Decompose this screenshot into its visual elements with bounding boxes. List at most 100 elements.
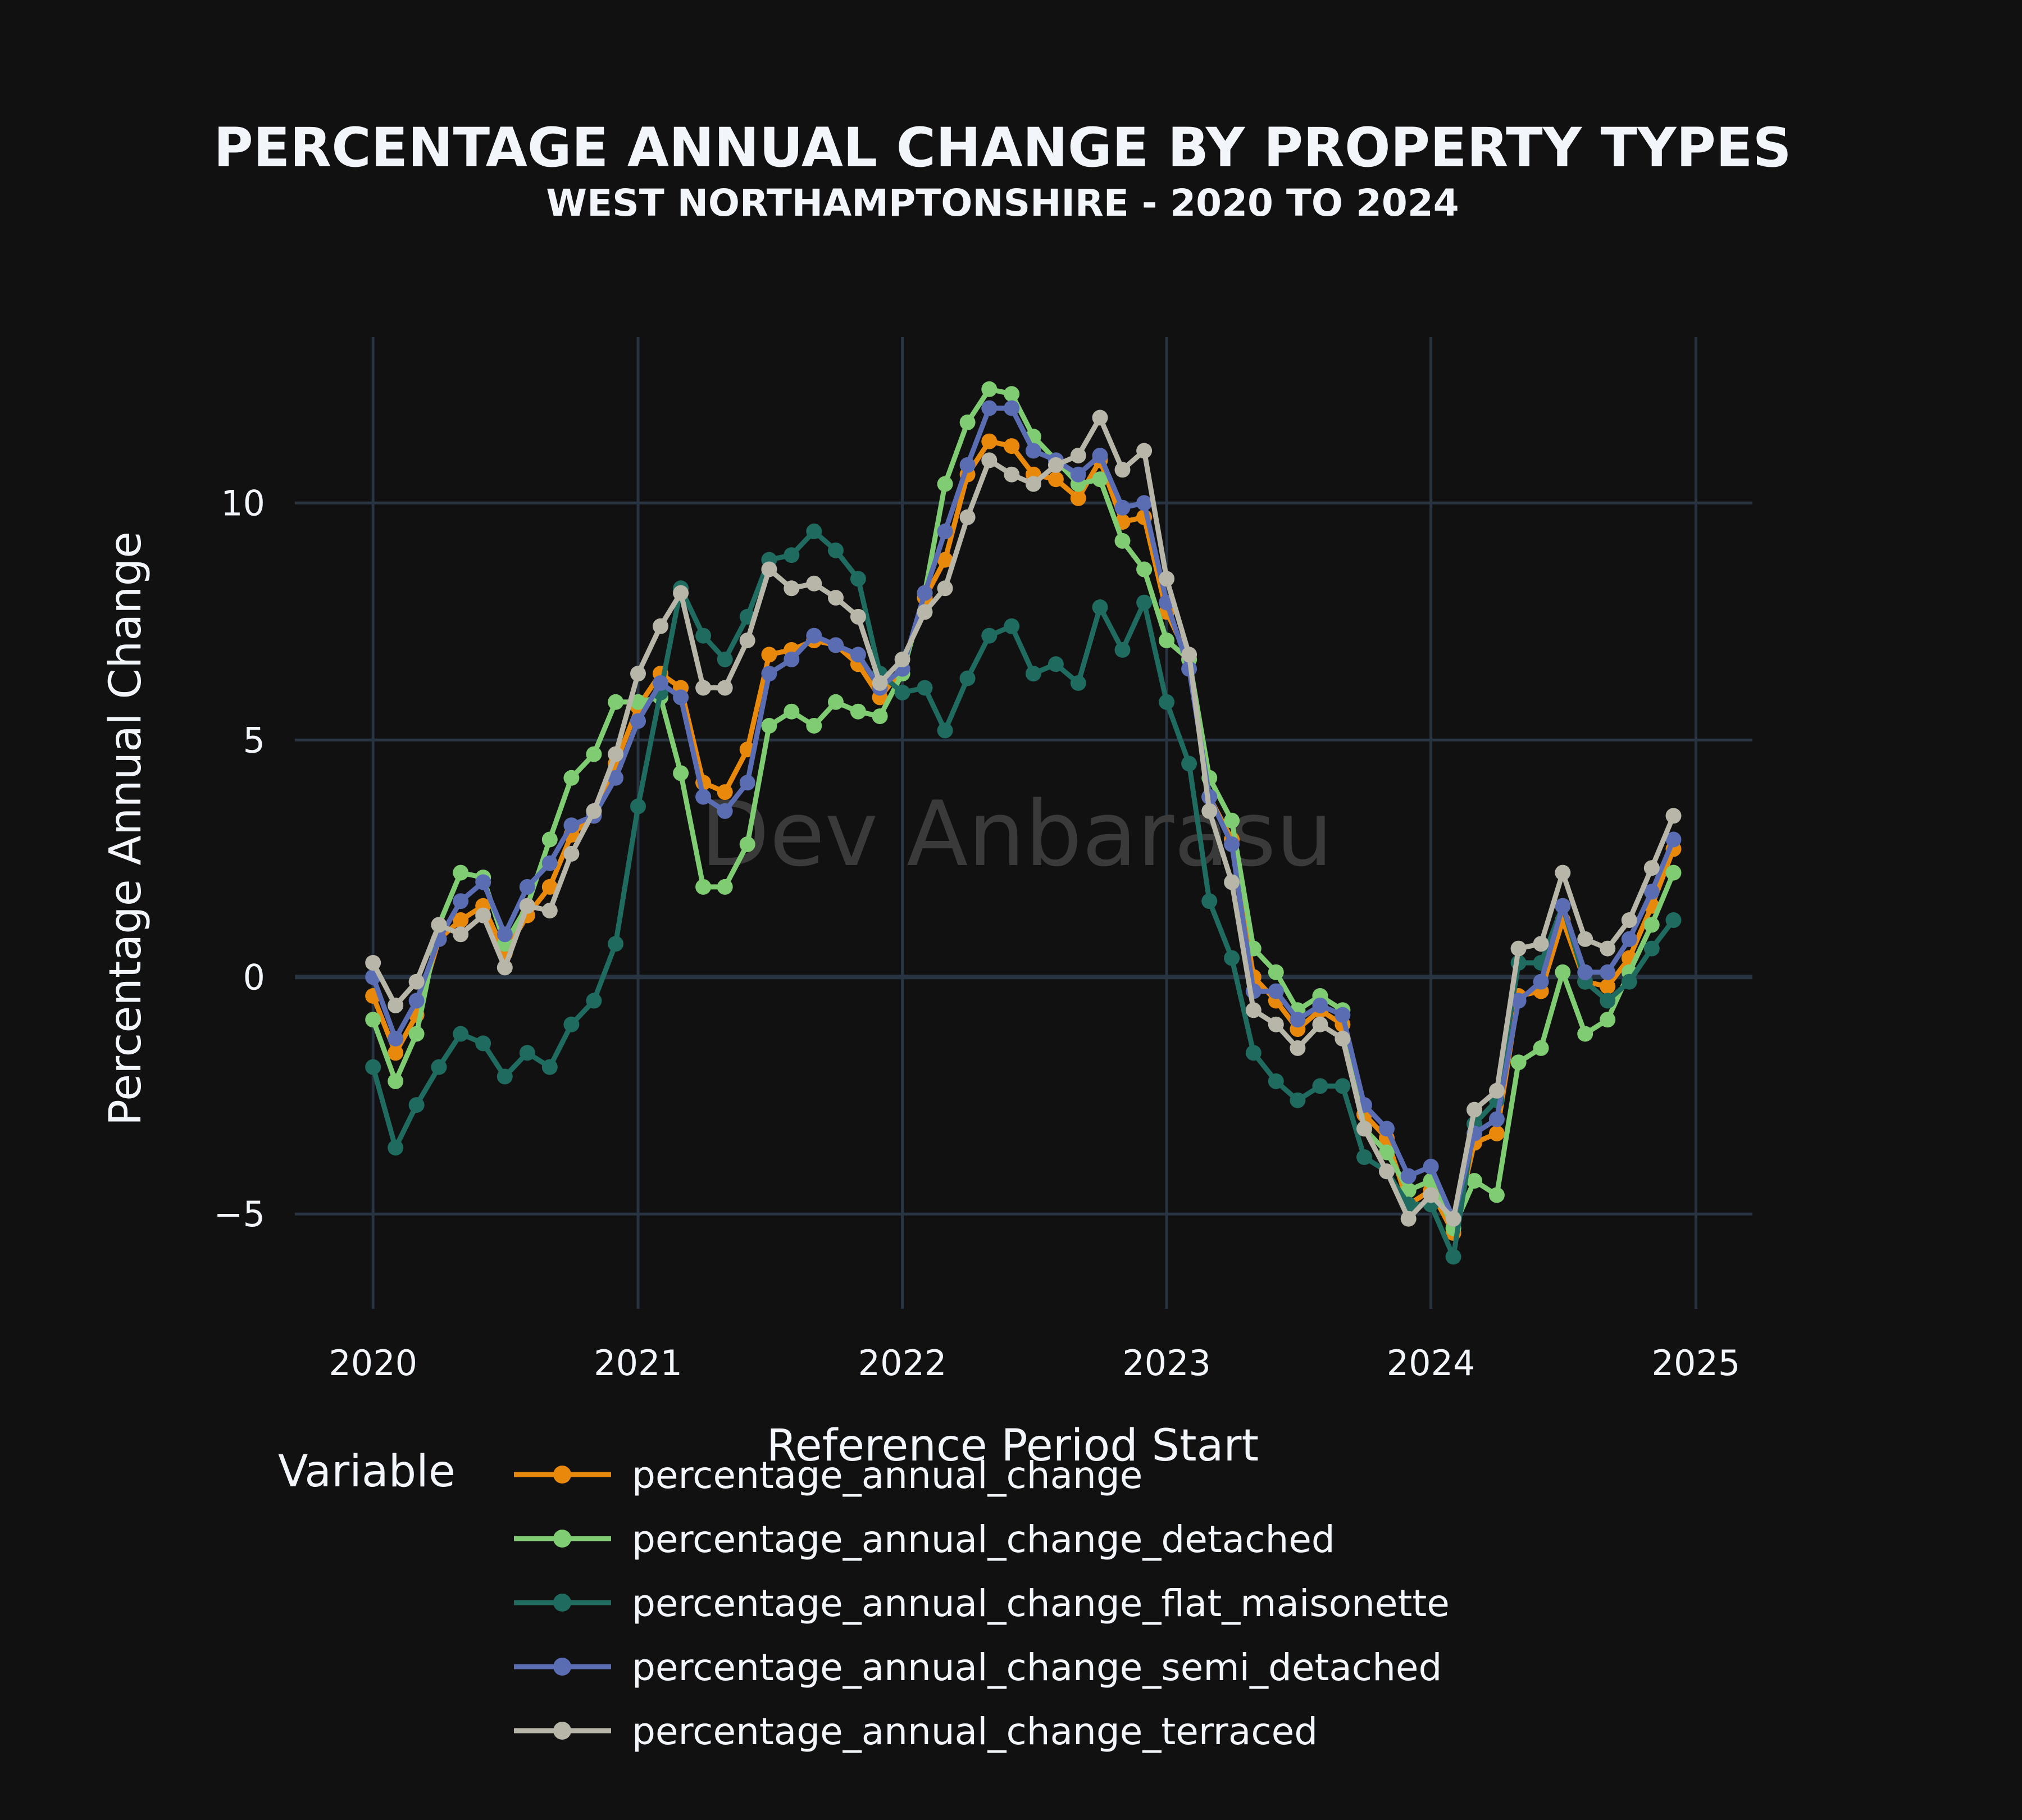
y-axis-label: Percentage Annual Change [101,531,151,1126]
data-point [365,955,381,971]
data-point [1136,495,1153,511]
data-point [1488,1125,1505,1141]
data-point [1555,865,1571,881]
data-point [1312,1016,1328,1032]
y-tick-label: 10 [221,483,265,524]
data-point [1335,1007,1351,1023]
data-point [1643,860,1660,876]
data-point [1467,1102,1482,1118]
data-point [784,651,800,667]
data-point [1600,964,1616,980]
data-point [1268,983,1284,999]
data-point [586,803,602,819]
data-point [586,746,602,762]
data-point [388,1140,404,1156]
data-point [1488,1187,1505,1203]
legend-item[interactable]: percentage_annual_change_flat_maisonette [514,1582,1450,1625]
series-line [371,415,1676,1222]
data-point [1004,400,1020,416]
data-point [1245,1045,1262,1061]
data-point [981,400,998,416]
legend: percentage_annual_change percentage_annua… [514,1454,1450,1753]
data-point [1070,490,1086,506]
data-point [717,651,733,667]
data-point [1114,462,1131,478]
x-tick-label: 2024 [1387,1343,1475,1384]
legend-swatch-marker [553,1594,571,1612]
data-point [1600,993,1616,1009]
data-point [828,637,844,653]
data-point [1224,836,1240,852]
data-point [630,666,646,682]
data-point [1665,831,1682,848]
data-point [408,973,425,990]
data-point [1488,1111,1505,1127]
data-point [673,689,689,706]
data-point [1224,950,1240,966]
legend-item[interactable]: percentage_annual_change_terraced [514,1710,1318,1753]
data-point [608,936,624,952]
data-point [1070,448,1086,463]
data-point [519,898,535,914]
x-tick-label: 2022 [858,1343,947,1384]
data-point [453,912,469,928]
legend-swatch-marker [553,1722,571,1740]
legend-swatch-marker [553,1466,571,1484]
data-point [1290,1012,1306,1028]
data-point [1290,1040,1306,1056]
data-point [872,708,888,725]
data-point [1665,865,1682,881]
data-point [717,680,733,696]
data-point [1600,1012,1616,1028]
data-point [388,1045,404,1061]
plot-series [365,381,1682,1265]
data-point [850,571,866,587]
data-point [1048,656,1064,672]
data-point [761,666,777,682]
data-point [850,608,866,625]
data-point [630,713,646,729]
legend-label: percentage_annual_change_semi_detached [632,1646,1442,1689]
data-point [1136,594,1153,611]
legend-item[interactable]: percentage_annual_change_detached [514,1518,1335,1561]
data-point [937,580,953,597]
data-point [894,651,910,667]
chart-title: PERCENTAGE ANNUAL CHANGE BY PROPERTY TYP… [213,116,1791,179]
data-point [981,381,998,397]
data-point [1245,1002,1262,1018]
y-tick-label: 5 [243,720,265,761]
data-point [1268,1016,1284,1032]
data-point [1335,1078,1351,1094]
data-point [673,765,689,781]
data-point [1004,618,1020,634]
legend-item[interactable]: percentage_annual_change [514,1454,1142,1497]
data-point [1092,599,1108,615]
data-point [1159,571,1175,587]
data-point [475,1035,491,1052]
data-point [959,670,976,686]
data-point [1665,808,1682,824]
data-point [1533,973,1549,990]
legend-item[interactable]: percentage_annual_change_semi_detached [514,1646,1442,1689]
data-point [1445,1249,1461,1265]
data-point [1643,940,1660,957]
data-point [1224,812,1240,829]
data-point [1555,898,1571,914]
data-point [717,879,733,895]
data-point [695,879,712,895]
data-point [586,993,602,1009]
data-point [850,647,866,663]
data-point [1510,940,1527,957]
data-point [453,1026,469,1042]
legend-label: percentage_annual_change [632,1454,1142,1497]
data-point [828,542,844,558]
data-point [850,703,866,720]
data-point [388,1073,404,1089]
data-point [1201,803,1218,819]
x-axis-label: Reference Period Start [767,1421,1259,1471]
data-point [1025,443,1041,459]
data-point [1577,964,1593,980]
data-point [541,1059,558,1075]
